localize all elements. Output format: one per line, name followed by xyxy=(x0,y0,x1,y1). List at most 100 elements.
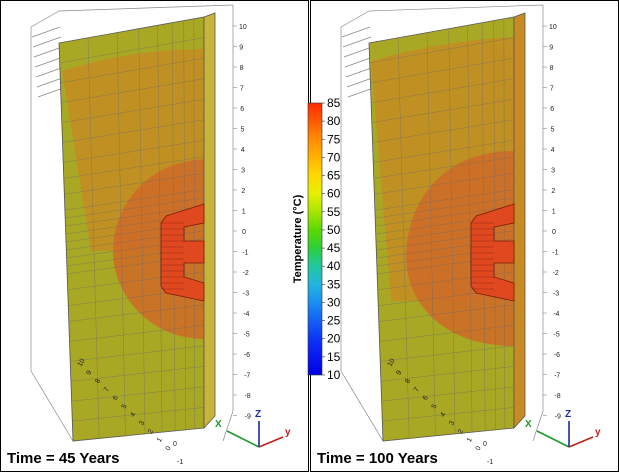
colorbar-tick-label: 45 xyxy=(327,241,341,255)
vertical-axis-tick: -5 xyxy=(554,332,560,339)
vertical-axis-tick: 5 xyxy=(551,127,555,134)
vertical-axis-tick: 3 xyxy=(241,168,245,175)
vertical-axis-tick: -5 xyxy=(244,332,250,339)
depth-axis-tick: 6 xyxy=(422,395,430,402)
mesh-view-45-years: 109876543210-1-2-3-4-5-6-7-8-91098765432… xyxy=(30,4,291,466)
depth-axis-tick: 8 xyxy=(94,378,102,385)
time-label-45-years: Time = 45 Years xyxy=(7,450,120,467)
y-axis-arrow xyxy=(568,436,594,448)
vertical-axis-tick: -4 xyxy=(553,311,559,318)
depth-axis-tick: 4 xyxy=(129,411,137,418)
time-label-100-years: Time = 100 Years xyxy=(317,450,438,467)
vertical-axis-tick: 0 xyxy=(242,229,246,236)
colorbar-tick-label: 20 xyxy=(327,332,341,346)
vertical-axis-tick: 4 xyxy=(551,147,555,154)
vertical-axis-tick: 6 xyxy=(240,106,244,113)
vertical-axis-tick: 10 xyxy=(549,24,557,31)
depth-axis-tick: 8 xyxy=(404,378,412,385)
colorbar-tick-label: 85 xyxy=(327,98,341,110)
vertical-axis-tick: 4 xyxy=(241,147,245,154)
vertical-axis-tick: -3 xyxy=(553,291,559,298)
colorbar-tick-label: 35 xyxy=(327,277,341,291)
vertical-axis-tick: 0 xyxy=(552,229,556,236)
depth-axis-tick: 2 xyxy=(457,428,465,435)
vertical-axis-tick: -7 xyxy=(554,373,560,380)
vertical-axis-tick: 3 xyxy=(551,168,555,175)
colorbar-tick-label: 30 xyxy=(327,295,341,309)
vertical-axis-tick: -1 xyxy=(242,250,248,257)
depth-axis-tick: 6 xyxy=(112,395,120,402)
colorbar-tick-label: 55 xyxy=(327,205,341,219)
vertical-axis-tick: -6 xyxy=(554,352,560,359)
bottom-axis-tick: -1 xyxy=(487,459,493,466)
cavity-wall xyxy=(160,203,205,302)
slab-side-face xyxy=(513,12,526,430)
cavity-wall xyxy=(470,203,515,302)
depth-axis-tick: 3 xyxy=(448,420,456,427)
orientation-triad: X Zy xyxy=(525,409,601,448)
y-axis-label: y xyxy=(285,427,291,438)
depth-axis-tick: 7 xyxy=(103,386,111,393)
y-axis-label: y xyxy=(595,427,601,438)
bottom-axis-tick: -1 xyxy=(177,459,183,466)
vertical-axis-tick: 8 xyxy=(240,65,244,72)
depth-axis-tick: 1 xyxy=(156,437,164,444)
vertical-axis-tick: -8 xyxy=(244,393,250,400)
depth-axis-tick: 10 xyxy=(387,358,397,368)
depth-axis-tick: 5 xyxy=(431,403,439,410)
vertical-axis-tick: -2 xyxy=(243,270,249,277)
colorbar-tick-label: 10 xyxy=(327,368,341,380)
vertical-axis-tick: -6 xyxy=(244,352,250,359)
x-axis-arrow xyxy=(226,430,260,448)
vertical-axis-tick: 7 xyxy=(240,86,244,93)
depth-axis-tick: 9 xyxy=(85,369,93,376)
slab-side-face xyxy=(203,12,216,430)
vertical-axis-tick: 2 xyxy=(551,188,555,195)
vertical-axis-tick: -9 xyxy=(555,414,561,421)
depth-axis-tick: 0 xyxy=(165,445,173,452)
colorbar-tick-label: 60 xyxy=(327,187,341,201)
vertical-axis-tick: 10 xyxy=(239,24,247,31)
vertical-axis-tick: 7 xyxy=(550,86,554,93)
colorbar-tick-label: 25 xyxy=(327,314,341,328)
vertical-axis-tick: 1 xyxy=(552,209,556,216)
colorbar-tick-label: 15 xyxy=(327,350,341,364)
bounding-frame xyxy=(340,4,544,442)
mesh-grid xyxy=(368,16,515,442)
x-axis-label: X xyxy=(525,419,532,430)
vertical-axis-tick: -7 xyxy=(244,373,250,380)
colorbar-title: Temperature (°C) xyxy=(292,194,304,283)
colorbar-graphic: 85 80 75 70 65 60 55 50 45 40 35 30 25 20 15 10 Temperat… xyxy=(292,98,341,380)
vertical-axis-tick: 1 xyxy=(242,209,246,216)
depth-axis-tick: 0 xyxy=(475,445,483,452)
colorbar-tick-label: 80 xyxy=(327,114,341,128)
depth-axis-tick: 4 xyxy=(439,411,447,418)
colorbar-tick-label: 40 xyxy=(327,259,341,273)
depth-axis-tick: 3 xyxy=(138,420,146,427)
bottom-axis-tick: 0 xyxy=(483,441,487,448)
depth-axis-tick: 10 xyxy=(77,358,87,368)
heat-source-cavity xyxy=(160,203,205,302)
depth-axis-tick: 1 xyxy=(466,437,474,444)
colorbar-tick-label: 75 xyxy=(327,132,341,146)
depth-axis-tick: 7 xyxy=(413,386,421,393)
vertical-axis-tick: 9 xyxy=(549,45,553,52)
bounding-frame xyxy=(30,4,234,442)
heat-source-cavity xyxy=(470,203,515,302)
x-axis-label: X xyxy=(215,419,222,430)
vertical-axis-tick: 8 xyxy=(550,65,554,72)
vertical-axis-tick: 5 xyxy=(241,127,245,134)
colorbar-tick-label: 50 xyxy=(327,223,341,237)
vertical-axis-tick: -8 xyxy=(554,393,560,400)
depth-axis-tick: 9 xyxy=(395,369,403,376)
x-axis-arrow xyxy=(536,430,570,448)
z-axis-label: Z xyxy=(255,409,261,420)
heat-halo xyxy=(406,151,514,346)
bottom-axis-tick: 0 xyxy=(173,441,177,448)
temperature-colorbar: 85 80 75 70 65 60 55 50 45 40 35 30 25 20 15 10 Temperat… xyxy=(286,98,356,380)
colorbar-gradient xyxy=(307,102,323,376)
depth-axis-tick: 2 xyxy=(147,428,155,435)
mesh-view-100-years: 109876543210-1-2-3-4-5-6-7-8-91098765432… xyxy=(340,4,601,466)
vertical-axis-tick: -2 xyxy=(553,270,559,277)
z-axis-label: Z xyxy=(565,409,571,420)
